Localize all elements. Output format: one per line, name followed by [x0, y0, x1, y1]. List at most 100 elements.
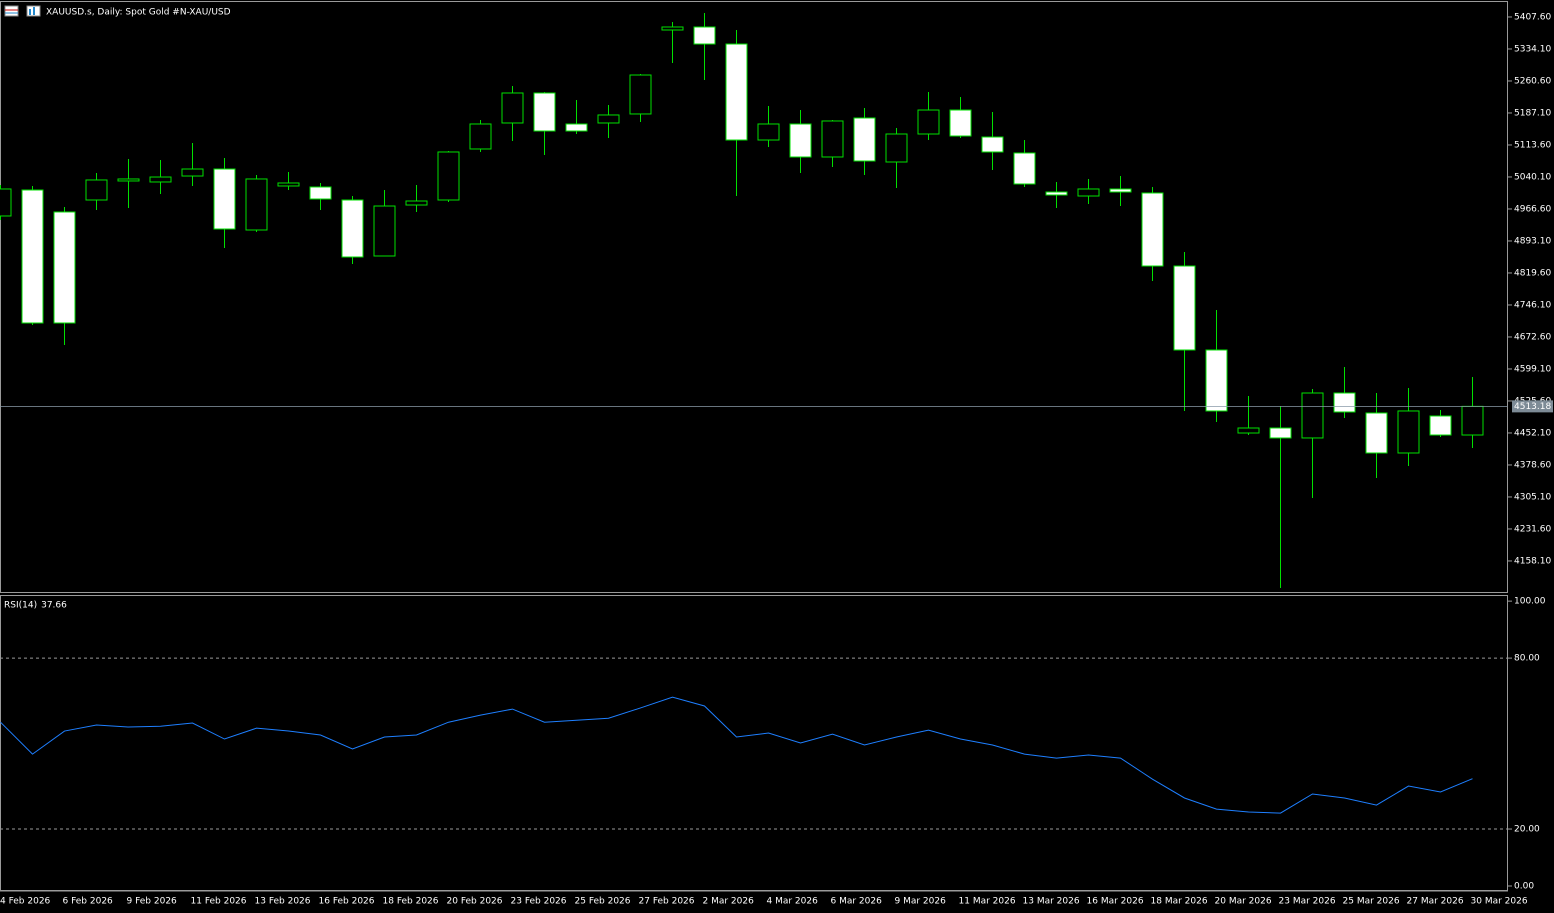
candle-body-down	[853, 117, 876, 162]
candle-body-up	[501, 92, 524, 124]
x-tick-label: 11 Feb 2026	[191, 897, 247, 907]
y-tick-label: 5334.10	[1514, 44, 1551, 54]
y-tick-label: 5187.10	[1514, 108, 1551, 118]
icon-bar	[29, 9, 31, 15]
y-tick-label: 5407.60	[1514, 12, 1551, 22]
candle-body-up	[245, 178, 268, 231]
y-tick-label: 4305.10	[1514, 492, 1551, 502]
candle-body-down	[21, 189, 44, 324]
candle-body-up	[1077, 188, 1100, 197]
x-tick-label: 20 Mar 2026	[1215, 897, 1272, 907]
candle-body-down	[1045, 191, 1068, 196]
x-tick-label: 9 Mar 2026	[895, 897, 947, 907]
price-pane	[0, 13, 1508, 588]
x-tick-label: 11 Mar 2026	[959, 897, 1016, 907]
y-tick-label: 4231.60	[1514, 524, 1551, 534]
candle-body-up	[629, 74, 652, 115]
y-tick-label: 4746.10	[1514, 300, 1551, 310]
y-tick-label: 4378.60	[1514, 460, 1551, 470]
rsi-pane: RSI(14) 37.66	[0, 601, 1508, 830]
candle-body-up	[85, 179, 108, 201]
candle-body-down	[565, 123, 588, 132]
y-tick-label: 4966.60	[1514, 204, 1551, 214]
candle-body-down	[1333, 392, 1356, 413]
x-tick-label: 13 Feb 2026	[255, 897, 311, 907]
candle-body-down	[1269, 427, 1292, 439]
current-price-box	[1512, 400, 1553, 413]
x-tick-label: 13 Mar 2026	[1023, 897, 1080, 907]
x-tick-label: 18 Feb 2026	[383, 897, 439, 907]
candle-body-up	[1461, 405, 1484, 436]
candle-body-down	[1013, 152, 1036, 185]
candle-body-up	[661, 26, 684, 31]
x-tick-label: 25 Mar 2026	[1343, 897, 1400, 907]
y-tick-label: 4819.60	[1514, 268, 1551, 278]
candle-body-up	[149, 176, 172, 183]
y-tick-label: 80.00	[1514, 654, 1540, 664]
candle-body-up	[181, 168, 204, 177]
candle-body-down	[1173, 265, 1196, 351]
candle-body-down	[533, 92, 556, 132]
candle-body-up	[373, 205, 396, 257]
candle-body-down	[789, 123, 812, 158]
candle-body-up	[117, 178, 140, 182]
candle-body-up	[885, 133, 908, 163]
x-tick-label: 20 Feb 2026	[447, 897, 503, 907]
candle-body-down	[1141, 192, 1164, 267]
x-tick-label: 27 Feb 2026	[639, 897, 695, 907]
candle-body-down	[949, 109, 972, 137]
candle-body-down	[53, 211, 76, 324]
candle-body-down	[1365, 412, 1388, 454]
candle-body-down	[1205, 349, 1228, 412]
x-tick-label: 23 Mar 2026	[1279, 897, 1336, 907]
x-tick-label: 4 Mar 2026	[767, 897, 819, 907]
candle-body-up	[757, 123, 780, 141]
x-tick-label: 4 Feb 2026	[0, 897, 51, 907]
symbol-icons	[4, 5, 41, 17]
x-tick-label: 25 Feb 2026	[575, 897, 631, 907]
candle-body-up	[437, 151, 460, 201]
candle-body-up	[1397, 410, 1420, 454]
y-tick-label: 100.00	[1514, 597, 1546, 607]
candle-body-up	[469, 123, 492, 150]
y-tick-label: 20.00	[1514, 825, 1540, 835]
axes: 5407.60 5334.10 5260.60 5187.10 5113.60 5040.…	[0, 12, 1553, 907]
candle-body-up	[277, 182, 300, 187]
y-tick-label: 4893.10	[1514, 236, 1551, 246]
candle-body-down	[309, 186, 332, 200]
y-tick-label: 0.00	[1514, 882, 1534, 892]
indicator-name: RSI(14)	[4, 601, 37, 611]
y-tick-label: 5113.60	[1514, 140, 1551, 150]
x-tick-label: 18 Mar 2026	[1151, 897, 1208, 907]
y-tick-label: 4158.10	[1514, 556, 1551, 566]
candle-body-down	[725, 43, 748, 141]
candle-body-down	[341, 199, 364, 258]
candle-body-up	[1237, 427, 1260, 434]
candle-body-up	[0, 188, 12, 217]
x-tick-label: 16 Mar 2026	[1087, 897, 1144, 907]
main-pane-border	[0, 1, 1508, 593]
y-tick-label: 4452.10	[1514, 428, 1551, 438]
candle-body-down	[693, 26, 716, 45]
candle-body-down	[981, 136, 1004, 153]
x-tick-label: 16 Feb 2026	[319, 897, 375, 907]
x-tick-label: 27 Mar 2026	[1407, 897, 1464, 907]
candle-body-up	[821, 120, 844, 158]
chart-title: XAUUSD.s, Daily: Spot Gold #N-XAU/USD	[46, 8, 231, 18]
x-tick-label: 2 Mar 2026	[703, 897, 755, 907]
x-tick-label: 30 Mar 2026	[1471, 897, 1528, 907]
x-tick-label: 6 Feb 2026	[63, 897, 114, 907]
current-price-label: 4513.18	[1514, 402, 1551, 412]
candle-body-up	[405, 200, 428, 206]
candle-body-up	[597, 114, 620, 124]
y-tick-label: 4599.10	[1514, 364, 1551, 374]
candle-body-up	[1301, 392, 1324, 439]
candle-body-down	[213, 168, 236, 230]
icon-table	[4, 5, 19, 17]
rsi-line	[0, 696, 1473, 814]
icon-bar	[33, 7, 35, 15]
y-tick-label: 4672.60	[1514, 332, 1551, 342]
x-tick-label: 9 Feb 2026	[127, 897, 178, 907]
